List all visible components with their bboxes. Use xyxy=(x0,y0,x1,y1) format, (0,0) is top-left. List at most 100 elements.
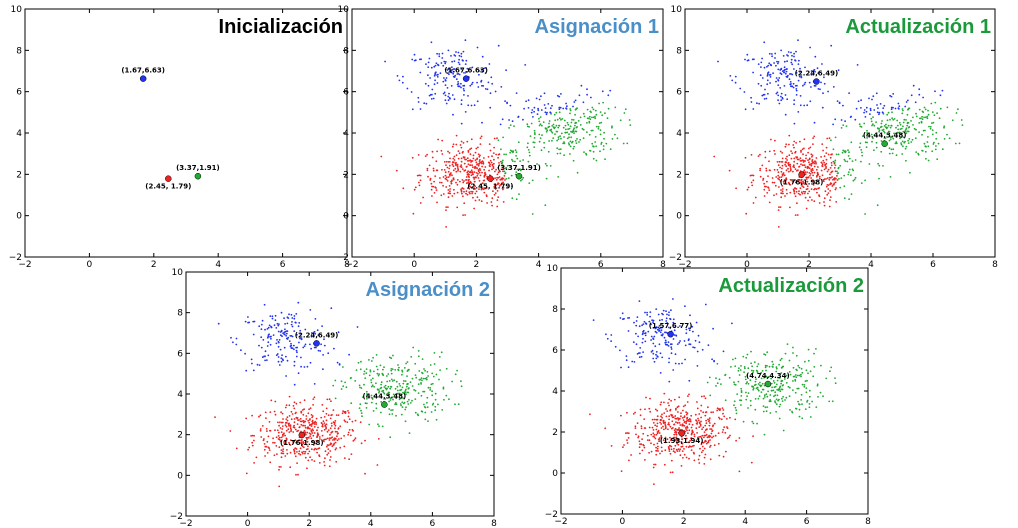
data-point xyxy=(545,177,548,180)
data-point xyxy=(814,85,817,87)
data-point xyxy=(569,112,571,115)
data-point xyxy=(805,154,807,157)
data-point xyxy=(511,120,514,123)
data-point xyxy=(502,181,504,184)
data-point xyxy=(908,107,911,110)
data-point xyxy=(443,398,445,401)
data-point xyxy=(666,313,668,316)
data-point xyxy=(752,388,755,391)
data-point xyxy=(842,149,845,152)
data-point xyxy=(797,111,800,113)
data-point xyxy=(570,121,573,124)
data-point xyxy=(831,170,833,173)
data-point xyxy=(777,68,780,71)
data-point xyxy=(847,173,850,176)
data-point xyxy=(505,153,507,156)
data-point xyxy=(660,419,663,421)
data-point xyxy=(293,348,295,351)
data-point xyxy=(730,366,732,368)
data-point xyxy=(450,85,453,87)
data-point xyxy=(426,153,428,156)
data-point xyxy=(751,174,753,177)
data-point xyxy=(669,471,672,474)
data-point xyxy=(462,50,465,53)
data-point xyxy=(785,161,788,164)
data-point xyxy=(842,104,844,107)
data-point xyxy=(787,74,789,77)
data-point xyxy=(476,174,479,177)
data-point xyxy=(832,123,834,126)
data-point xyxy=(421,372,424,375)
data-point xyxy=(683,448,685,450)
data-point xyxy=(882,107,885,110)
data-point xyxy=(611,125,613,128)
data-point xyxy=(398,366,400,369)
data-point xyxy=(306,365,309,368)
data-point xyxy=(829,190,831,192)
data-point xyxy=(461,187,464,189)
data-point xyxy=(493,158,495,161)
data-point xyxy=(578,141,580,143)
data-point xyxy=(548,140,550,142)
data-point xyxy=(414,389,417,392)
data-point xyxy=(467,173,470,175)
data-point xyxy=(808,157,811,160)
data-point xyxy=(462,88,465,90)
data-point xyxy=(495,178,498,181)
data-point xyxy=(787,385,790,388)
data-point xyxy=(692,346,694,349)
data-point xyxy=(471,66,474,69)
data-point xyxy=(493,146,495,149)
data-point xyxy=(528,154,531,157)
data-point xyxy=(669,436,671,439)
data-point xyxy=(280,436,283,439)
data-point xyxy=(575,142,578,145)
data-point xyxy=(359,403,362,406)
data-point xyxy=(778,377,781,379)
data-point xyxy=(815,348,817,350)
data-point xyxy=(278,438,281,441)
data-point xyxy=(467,151,470,153)
data-point xyxy=(659,452,661,455)
data-point xyxy=(814,70,816,73)
data-point xyxy=(834,136,837,139)
data-point xyxy=(445,367,448,370)
data-point xyxy=(465,179,468,181)
data-point xyxy=(503,170,506,173)
data-point xyxy=(456,191,459,194)
data-point xyxy=(800,149,802,152)
data-point xyxy=(457,168,460,171)
data-point xyxy=(635,332,637,335)
data-point xyxy=(588,120,591,123)
data-point xyxy=(316,329,319,332)
data-point xyxy=(434,409,437,412)
data-point xyxy=(860,160,862,163)
data-point xyxy=(760,61,763,64)
data-point xyxy=(668,404,670,407)
data-point xyxy=(681,442,684,445)
data-point xyxy=(554,119,557,122)
y-tick-label: −2 xyxy=(170,512,183,522)
data-point xyxy=(375,365,378,368)
data-point xyxy=(709,428,711,430)
data-point xyxy=(688,338,690,341)
centroid-blue xyxy=(462,75,470,82)
data-point xyxy=(470,104,473,107)
data-point xyxy=(812,143,814,146)
y-tick-label: 2 xyxy=(676,170,682,180)
data-point xyxy=(644,332,646,335)
data-point xyxy=(676,442,678,445)
data-point xyxy=(539,137,542,140)
data-point xyxy=(878,164,881,167)
data-point xyxy=(530,122,533,125)
data-point xyxy=(683,340,686,342)
data-point xyxy=(311,420,314,423)
data-point xyxy=(897,102,900,105)
data-point xyxy=(927,136,929,138)
data-point xyxy=(886,119,889,122)
data-point xyxy=(277,421,279,424)
data-point xyxy=(540,109,543,111)
data-point xyxy=(549,107,552,110)
data-point xyxy=(777,209,780,212)
data-point xyxy=(803,171,806,174)
